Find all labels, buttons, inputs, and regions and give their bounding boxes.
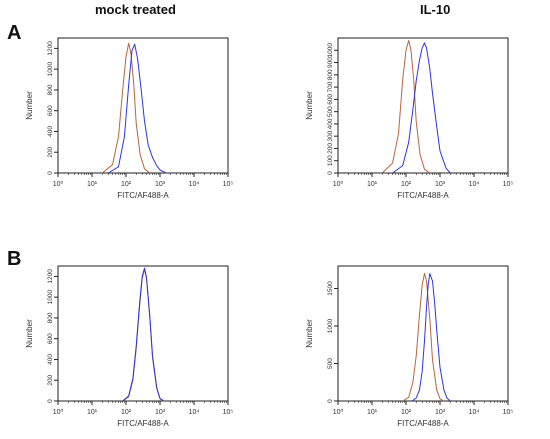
y-tick-label: 700 bbox=[327, 81, 334, 92]
y-tick-label: 900 bbox=[327, 57, 334, 68]
y-tick-label: 500 bbox=[327, 106, 334, 117]
y-tick-label: 400 bbox=[47, 354, 54, 365]
x-tick-label: 10⁰ bbox=[333, 180, 344, 188]
x-tick-label: 10² bbox=[401, 409, 412, 416]
histogram-b-mock-treated: 0 200 400 600 800 1000 1200 10⁰ 10¹ 10² 10³ 10⁴ 10⁵ F… bbox=[25, 265, 234, 428]
x-tick-label: 10⁵ bbox=[503, 181, 514, 188]
sample-histogram-line bbox=[122, 267, 165, 402]
column-title-mock-treated: mock treated bbox=[95, 2, 176, 17]
y-tick-label: 600 bbox=[47, 333, 54, 344]
y-tick-label: 400 bbox=[47, 126, 54, 137]
x-tick-label: 10⁴ bbox=[469, 181, 480, 188]
y-tick-label: 600 bbox=[327, 94, 334, 105]
x-tick-label: 10³ bbox=[155, 409, 166, 416]
x-tick-label: 10² bbox=[121, 181, 132, 188]
y-tick-label: 0 bbox=[327, 171, 334, 175]
x-tick-label: 10³ bbox=[435, 181, 446, 188]
x-axis-label: FITC/AF488-A bbox=[397, 191, 449, 200]
x-axis-label: FITC/AF488-A bbox=[117, 191, 169, 200]
y-tick-label: 0 bbox=[327, 399, 334, 403]
y-tick-label: 400 bbox=[327, 118, 334, 129]
column-title-il-10: IL-10 bbox=[420, 2, 451, 17]
y-tick-label: 500 bbox=[327, 358, 334, 369]
y-tick-label: 300 bbox=[327, 130, 334, 141]
x-tick-label: 10² bbox=[121, 409, 132, 416]
x-tick-label: 10⁰ bbox=[53, 180, 64, 188]
x-tick-label: 10³ bbox=[155, 181, 166, 188]
y-tick-label: 1500 bbox=[327, 281, 334, 296]
x-tick-label: 10⁵ bbox=[503, 409, 514, 416]
control-histogram-line bbox=[381, 40, 431, 174]
y-tick-label: 0 bbox=[47, 399, 54, 403]
control-histogram-line bbox=[101, 42, 151, 174]
y-tick-label: 200 bbox=[47, 146, 54, 157]
y-axis-label: Number bbox=[305, 91, 314, 120]
y-tick-label: 1000 bbox=[47, 290, 54, 305]
y-tick-label: 0 bbox=[47, 171, 54, 175]
y-tick-label: 100 bbox=[327, 155, 334, 166]
x-tick-label: 10⁰ bbox=[53, 408, 64, 416]
y-tick-label: 1200 bbox=[47, 269, 54, 284]
x-tick-label: 10¹ bbox=[367, 409, 378, 416]
y-tick-label: 1200 bbox=[47, 41, 54, 56]
y-tick-label: 800 bbox=[327, 69, 334, 80]
histogram-a-mock-treated: 0 200 400 600 800 1000 1200 10⁰ 10¹ 10² 10³ 10⁴ 10⁵ F… bbox=[25, 37, 234, 200]
y-tick-label: 800 bbox=[47, 84, 54, 95]
plot-frame bbox=[57, 37, 229, 174]
y-tick-label: 1000 bbox=[327, 43, 334, 58]
x-tick-label: 10⁵ bbox=[223, 181, 234, 188]
x-tick-label: 10⁵ bbox=[223, 409, 234, 416]
y-axis-label: Number bbox=[305, 319, 314, 348]
x-tick-label: 10¹ bbox=[367, 181, 378, 188]
y-tick-label: 200 bbox=[327, 143, 334, 154]
row-label-b: B bbox=[7, 248, 22, 270]
control-histogram-line bbox=[402, 273, 445, 402]
x-axis-label: FITC/AF488-A bbox=[397, 419, 449, 428]
y-tick-label: 1000 bbox=[327, 318, 334, 333]
x-tick-label: 10⁰ bbox=[333, 408, 344, 416]
x-tick-label: 10⁴ bbox=[469, 409, 480, 416]
y-tick-label: 600 bbox=[47, 105, 54, 116]
x-axis-label: FITC/AF488-A bbox=[117, 419, 169, 428]
x-tick-label: 10² bbox=[401, 181, 412, 188]
plot-frame bbox=[337, 265, 509, 402]
y-axis-label: Number bbox=[25, 91, 34, 120]
x-tick-label: 10³ bbox=[435, 409, 446, 416]
y-axis-label: Number bbox=[25, 319, 34, 348]
row-label-a: A bbox=[7, 22, 22, 44]
sample-histogram-line bbox=[392, 42, 451, 174]
y-tick-label: 800 bbox=[47, 312, 54, 323]
plot-frame bbox=[57, 265, 229, 402]
plot-frame bbox=[337, 37, 509, 174]
sample-histogram-line bbox=[107, 43, 167, 174]
y-tick-label: 200 bbox=[47, 374, 54, 385]
x-tick-label: 10¹ bbox=[87, 181, 98, 188]
sample-histogram-line bbox=[411, 273, 451, 402]
x-tick-label: 10⁴ bbox=[189, 181, 200, 188]
y-tick-label: 1000 bbox=[47, 62, 54, 77]
control-histogram-line bbox=[122, 268, 165, 402]
x-tick-label: 10⁴ bbox=[189, 409, 200, 416]
histogram-b-il-10: 0 500 1000 1500 10⁰ 10¹ 10² 10³ 10⁴ 10⁵ FITC/AF488… bbox=[305, 265, 514, 428]
x-tick-label: 10¹ bbox=[87, 409, 98, 416]
